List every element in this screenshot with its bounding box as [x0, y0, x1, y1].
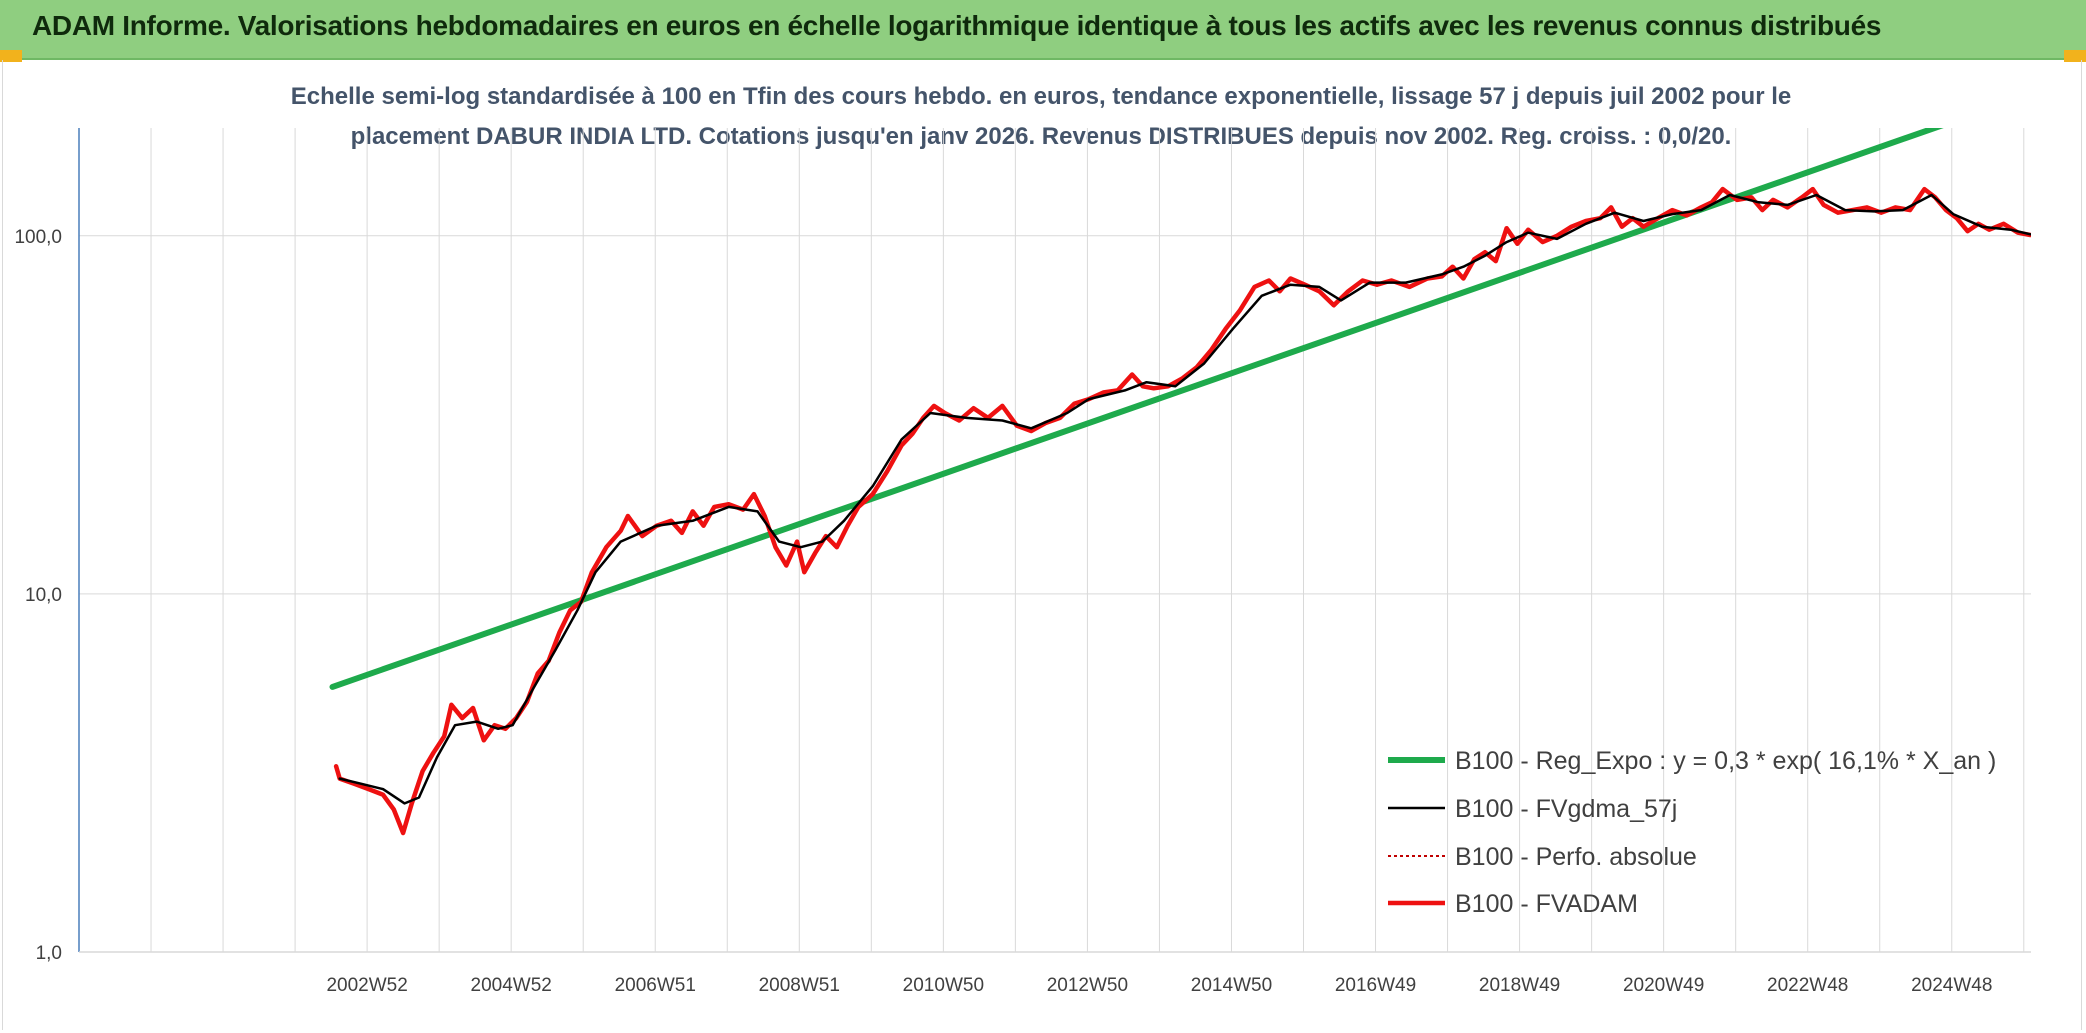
series-lines [329, 128, 2031, 836]
legend-label-reg: B100 - Reg_Expo : y = 0,3 * exp( 16,1% *… [1455, 747, 1996, 775]
x-tick-label: 2002W52 [326, 975, 407, 996]
x-tick-label: 2020W49 [1623, 975, 1704, 996]
report-banner: ADAM Informe. Valorisations hebdomadaire… [0, 0, 2086, 60]
chart-subtitle-line-2: placement DABUR INDIA LTD. Cotations jus… [351, 123, 1732, 150]
x-tick-label: 2022W48 [1767, 975, 1848, 996]
x-tick-label: 2014W50 [1191, 975, 1272, 996]
series-line-gdma [338, 193, 2031, 805]
x-tick-label: 2006W51 [615, 975, 696, 996]
x-tick-label: 2012W50 [1047, 975, 1128, 996]
grid-lines [78, 128, 2031, 952]
chart-canvas: Echelle semi-log standardisée à 100 en T… [14, 83, 2031, 996]
series-line-fvadam [333, 186, 2031, 836]
x-tick-label: 2024W48 [1911, 975, 1992, 996]
legend-label-fvadam: B100 - FVADAM [1455, 890, 1638, 918]
corner-mark-left [0, 50, 22, 62]
corner-mark-right [2064, 50, 2086, 62]
series-line-reg [329, 128, 1944, 690]
y-tick-label: 100,0 [14, 227, 62, 248]
axes: 1,0 10,0 100,0 2002W52 2004W52 2006W51 2008W51… [14, 128, 2031, 996]
y-tick-label: 1,0 [36, 943, 62, 964]
legend-label-gdma: B100 - FVgdma_57j [1455, 795, 1677, 823]
y-tick-label: 10,0 [25, 585, 62, 606]
x-tick-label: 2010W50 [903, 975, 984, 996]
x-tick-label: 2008W51 [759, 975, 840, 996]
legend: B100 - Reg_Expo : y = 0,3 * exp( 16,1% *… [1388, 747, 1996, 918]
legend-label-perfo: B100 - Perfo. absolue [1455, 843, 1697, 871]
x-tick-label: 2004W52 [471, 975, 552, 996]
x-tick-label: 2016W49 [1335, 975, 1416, 996]
chart-frame: Echelle semi-log standardisée à 100 en T… [2, 60, 2082, 1030]
chart-subtitle-line-1: Echelle semi-log standardisée à 100 en T… [291, 83, 1792, 110]
report-title: ADAM Informe. Valorisations hebdomadaire… [32, 10, 1882, 41]
x-tick-label: 2018W49 [1479, 975, 1560, 996]
